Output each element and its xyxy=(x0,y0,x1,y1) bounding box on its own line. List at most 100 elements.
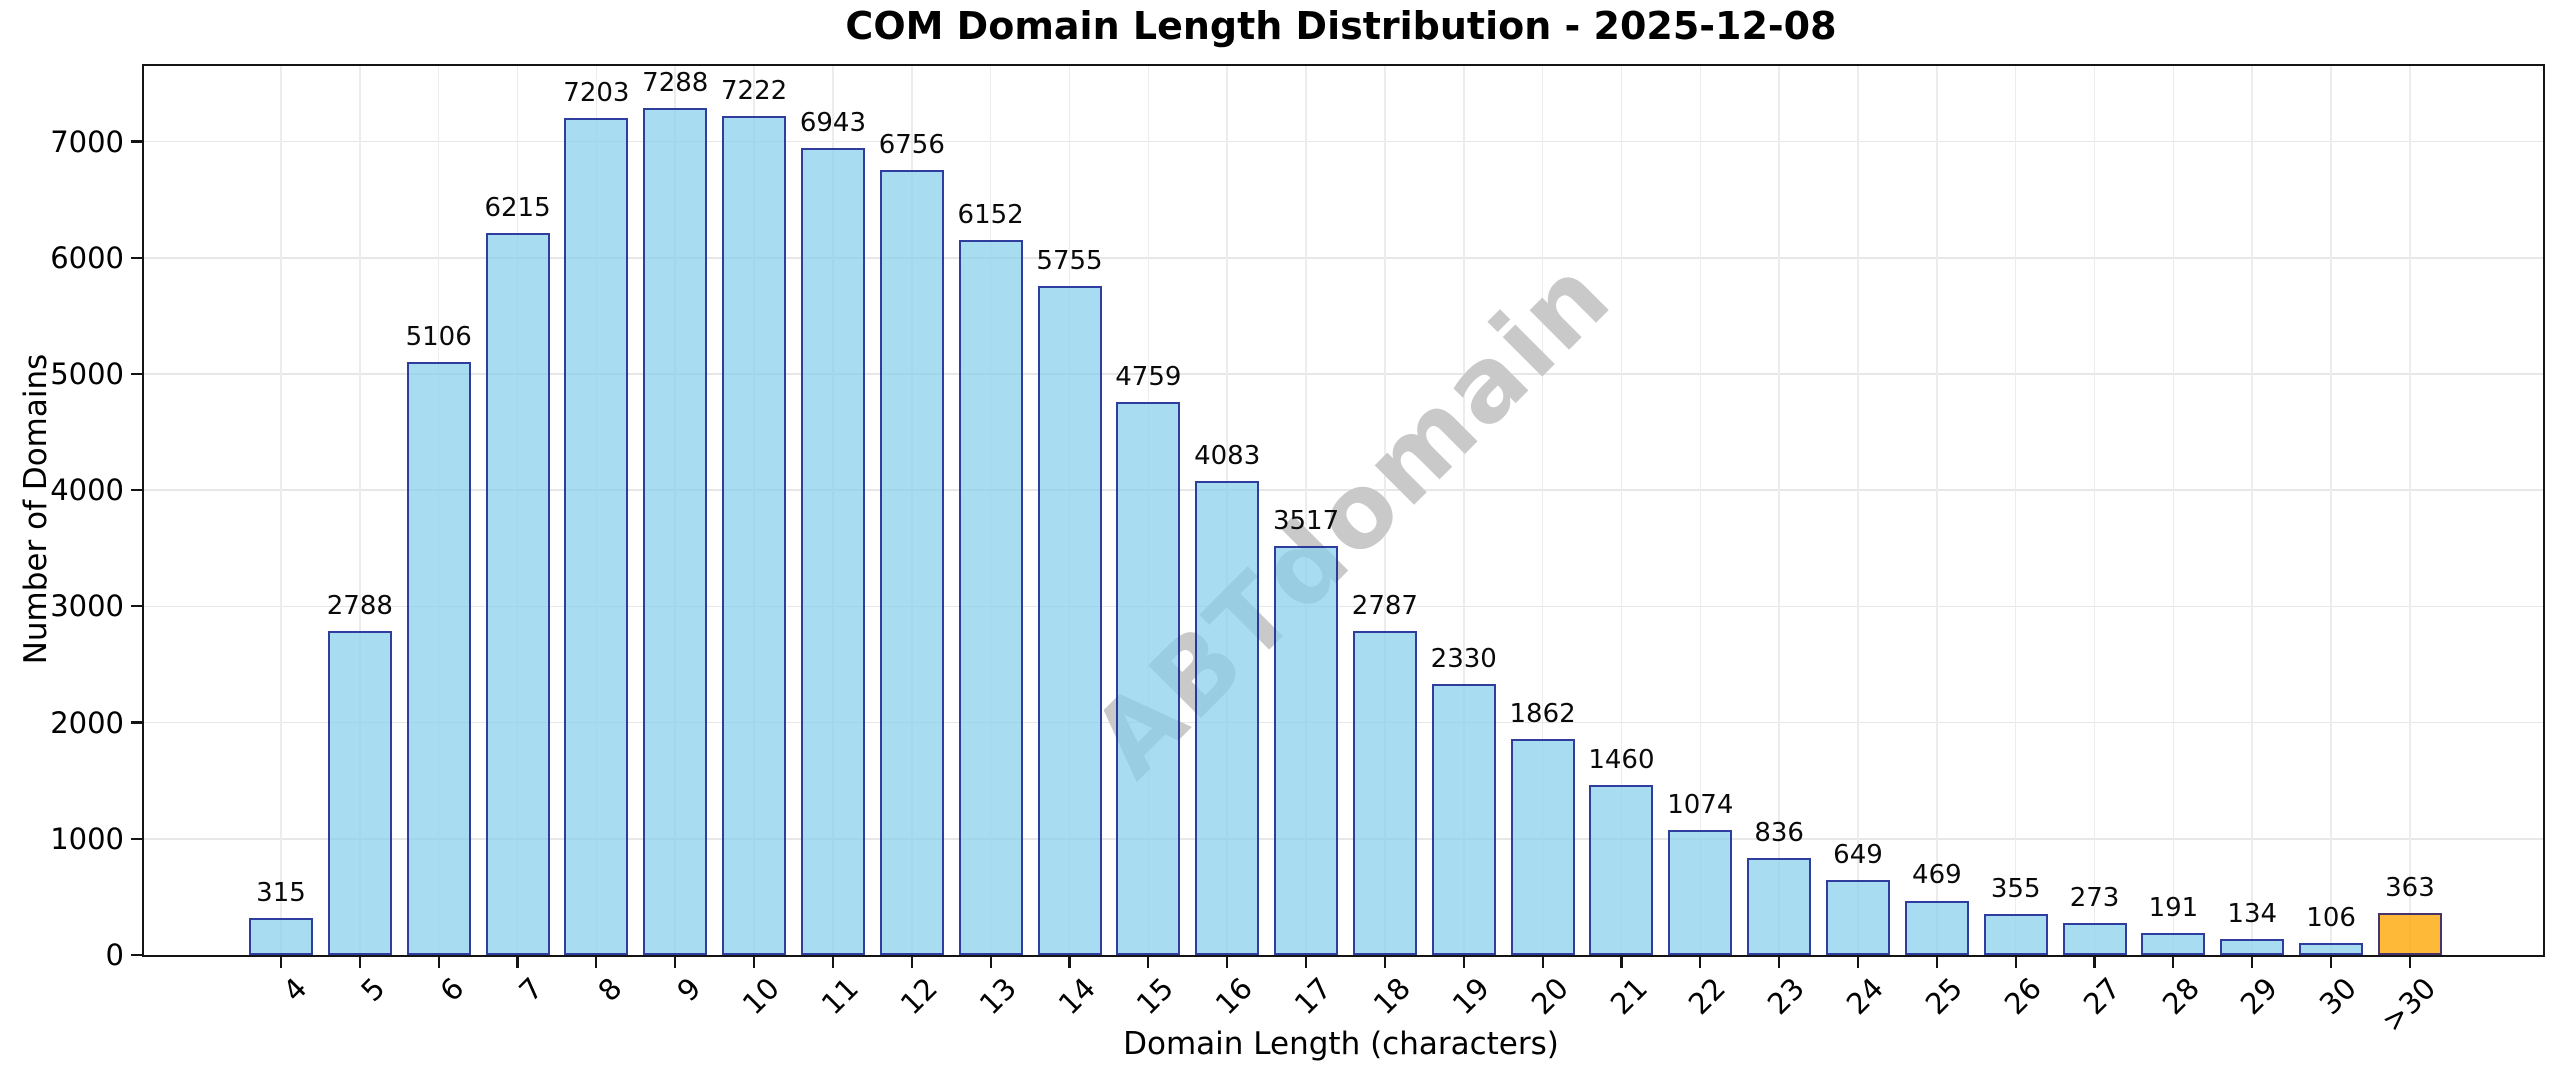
bar xyxy=(1668,830,1733,955)
y-tick-label: 7000 xyxy=(50,124,124,159)
gridline-vertical xyxy=(359,66,361,955)
gridline-horizontal xyxy=(144,605,2543,608)
y-axis-tick xyxy=(131,489,142,492)
gridline-vertical xyxy=(2093,66,2096,955)
gridline-vertical xyxy=(280,66,282,955)
x-axis-tick xyxy=(2014,957,2017,968)
gridline-vertical xyxy=(1620,66,1623,955)
x-axis-tick xyxy=(595,957,598,968)
x-axis-tick xyxy=(1462,957,1465,968)
y-axis-tick xyxy=(131,953,142,957)
bar-value-label: 191 xyxy=(2148,892,2199,923)
y-tick-label: 2000 xyxy=(50,705,124,740)
x-tick-label: 6 xyxy=(433,971,471,1009)
x-axis-tick xyxy=(1383,957,1386,968)
bar xyxy=(2299,942,2364,955)
x-axis-tick xyxy=(2172,957,2175,968)
x-axis-tick xyxy=(989,957,992,968)
x-tick-label: 17 xyxy=(1287,971,1339,1022)
y-axis-label: Number of Domains xyxy=(18,353,54,665)
x-axis-tick xyxy=(2251,957,2254,968)
bar-value-label: 7203 xyxy=(563,77,630,108)
bar-value-label: 469 xyxy=(1912,860,1962,891)
bar-value-label: 6215 xyxy=(484,192,551,223)
y-tick-label: 0 xyxy=(105,938,124,972)
x-axis-tick xyxy=(910,957,913,968)
x-axis-tick xyxy=(516,957,519,968)
bar xyxy=(643,108,708,955)
bar-value-label: 5755 xyxy=(1036,246,1103,277)
gridline-horizontal xyxy=(144,256,2543,259)
bar-value-label: 2788 xyxy=(326,591,393,621)
x-tick-label: 8 xyxy=(591,971,629,1009)
x-tick-label: 21 xyxy=(1603,971,1654,1022)
bar-value-label: 5106 xyxy=(405,321,472,352)
x-tick-label: 19 xyxy=(1445,971,1496,1022)
bar xyxy=(722,115,787,955)
x-tick-label: 20 xyxy=(1524,971,1575,1022)
gridline-vertical xyxy=(1699,66,1702,955)
x-tick-label: >30 xyxy=(2374,971,2442,1039)
x-axis-tick xyxy=(1226,957,1229,968)
bar-value-label: 4083 xyxy=(1194,440,1261,471)
x-axis-tick xyxy=(1068,957,1071,968)
bar-value-label: 273 xyxy=(2069,883,2120,914)
bar xyxy=(1589,785,1654,955)
gridline-horizontal xyxy=(144,837,2543,840)
gridline-vertical xyxy=(2409,66,2411,955)
x-tick-label: 30 xyxy=(2313,971,2364,1022)
x-axis-tick xyxy=(753,957,756,968)
bar-value-label: 836 xyxy=(1754,817,1804,848)
x-axis-tick xyxy=(1620,957,1623,968)
bar xyxy=(327,631,392,955)
x-tick-label: 27 xyxy=(2076,971,2127,1022)
bar-value-label: 134 xyxy=(2227,899,2278,930)
x-axis-tick xyxy=(1935,957,1938,968)
bar-value-label: 315 xyxy=(256,878,306,909)
y-tick-label: 3000 xyxy=(50,589,124,624)
x-axis-tick xyxy=(674,957,677,968)
plot-area: ABTdomain 0 1000 2000 3000 4000 5000 6000 7000 3… xyxy=(50,64,2545,1038)
x-axis-tick xyxy=(1856,957,1860,968)
gridline-vertical xyxy=(1305,66,1307,955)
bar xyxy=(879,169,944,955)
gridline-vertical xyxy=(2172,66,2175,955)
y-tick-label: 6000 xyxy=(50,240,124,275)
x-tick-label: 7 xyxy=(512,971,550,1009)
bar xyxy=(2377,912,2442,955)
bar xyxy=(2062,923,2127,955)
bar-value-label: 7222 xyxy=(721,75,788,106)
x-tick-label: 23 xyxy=(1761,971,1812,1022)
bar-value-label: 4759 xyxy=(1115,361,1182,392)
gridline-vertical xyxy=(1384,66,1386,955)
chart-title: COM Domain Length Distribution - 2025-12… xyxy=(845,4,1837,48)
bar xyxy=(1904,900,1969,955)
bar xyxy=(1431,684,1496,955)
x-axis-tick xyxy=(437,957,440,968)
y-axis-tick xyxy=(131,605,142,608)
y-tick-label: 1000 xyxy=(50,821,124,856)
x-axis-tick xyxy=(1699,957,1702,968)
x-tick-label: 10 xyxy=(736,971,787,1022)
x-axis-tick xyxy=(831,957,835,968)
x-tick-label: 5 xyxy=(354,971,392,1009)
y-axis-tick xyxy=(131,140,142,143)
x-tick-label: 11 xyxy=(814,971,865,1022)
y-axis-tick xyxy=(131,721,142,724)
gridline-horizontal xyxy=(144,721,2543,724)
y-tick-label: 4000 xyxy=(50,473,124,508)
y-axis-tick xyxy=(131,256,142,259)
bar-value-label: 1074 xyxy=(1667,790,1734,821)
bar-value-label: 6943 xyxy=(799,108,867,139)
gridline-vertical xyxy=(1857,66,1859,955)
x-axis-tick xyxy=(279,957,283,968)
bar xyxy=(406,361,471,955)
bar xyxy=(485,232,550,955)
gridline-vertical xyxy=(1936,66,1938,955)
bar-value-label: 2787 xyxy=(1351,591,1418,622)
gridline-horizontal xyxy=(144,140,2543,143)
gridline-vertical xyxy=(1778,66,1780,955)
x-axis-tick xyxy=(1304,957,1308,968)
bar-value-label: 106 xyxy=(2306,902,2356,933)
